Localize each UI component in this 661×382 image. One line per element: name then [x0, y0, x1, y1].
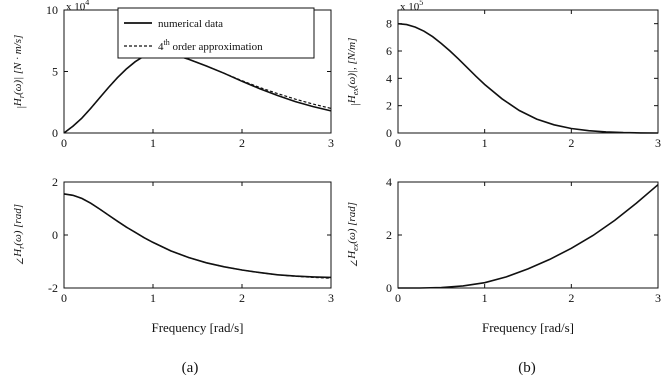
panel-b_bottom: 0 1 2 3 0 2 4 ∠Hex(ω) [rad] Frequency [rad/s] — [346, 175, 661, 335]
y-tick-label: 0 — [386, 281, 392, 295]
y-tick-label: 5 — [52, 65, 58, 79]
x-tick-label: 2 — [239, 291, 245, 305]
axes-box — [63, 181, 332, 289]
caption-b: (b) — [518, 360, 536, 376]
series-line-numerical — [63, 193, 332, 279]
x-tick-label: 1 — [150, 291, 156, 305]
y-axis-label: ∠Hex(ω) [rad] — [346, 202, 361, 268]
axes-box — [397, 181, 659, 289]
x-tick-label: 2 — [568, 291, 574, 305]
legend-box — [117, 7, 315, 59]
axes-box — [397, 9, 659, 134]
x-tick-label: 2 — [568, 136, 574, 150]
y-tick-label: 4 — [386, 175, 392, 189]
y-axis-label: ∠Hr(ω) [rad] — [12, 204, 27, 266]
panel-a_bottom: 0 1 2 3-202∠Hr(ω) [rad]Frequency [rad/s] — [12, 175, 334, 335]
y-tick-label: -2 — [48, 281, 58, 295]
x-tick-label: 1 — [150, 136, 156, 150]
y-axis-label: |Hr(ω)| [N · m/s] — [12, 35, 27, 109]
panel-a_top: 0 1 2 3 0 5 10 x 104 |Hr(ω)| [N · m/s] numerical … — [12, 0, 334, 150]
legend-label: 4th order approximation — [158, 38, 263, 53]
y-tick-label: 2 — [386, 99, 392, 113]
x-tick-label: 0 — [395, 291, 401, 305]
y-tick-label: 4 — [386, 71, 392, 85]
x-tick-label: 1 — [482, 291, 488, 305]
panel-b_top: 0 1 2 3 0 2 4 6 8 x 105 |Hex(ω)|, [N/m] — [346, 0, 661, 150]
axis-multiplier: x 105 — [400, 0, 423, 13]
y-tick-label: 0 — [52, 126, 58, 140]
series-line-numerical — [398, 184, 659, 289]
y-tick-label: 0 — [52, 228, 58, 242]
axis-multiplier: x 104 — [66, 0, 89, 13]
y-axis-label: |Hex(ω)|, [N/m] — [346, 38, 361, 106]
series-line-approximation — [63, 193, 332, 279]
x-tick-label: 3 — [328, 291, 334, 305]
y-tick-label: 8 — [386, 17, 392, 31]
y-tick-label: 2 — [52, 175, 58, 189]
x-tick-label: 1 — [482, 136, 488, 150]
y-tick-label: 0 — [386, 126, 392, 140]
x-tick-label: 0 — [395, 136, 401, 150]
x-tick-label: 3 — [328, 136, 334, 150]
series-line-approximation — [63, 51, 332, 134]
y-tick-label: 2 — [386, 228, 392, 242]
x-tick-label: 3 — [655, 291, 661, 305]
x-axis-label: Frequency [rad/s] — [482, 320, 574, 335]
x-axis-label: Frequency [rad/s] — [151, 320, 243, 335]
legend-label: numerical data — [158, 18, 223, 30]
x-tick-label: 2 — [239, 136, 245, 150]
legend: numerical data 4th order approximation — [117, 7, 315, 59]
caption-a: (a) — [182, 360, 199, 376]
y-tick-label: 6 — [386, 44, 392, 58]
x-tick-label: 0 — [61, 291, 67, 305]
y-tick-label: 10 — [46, 3, 58, 17]
x-tick-label: 3 — [655, 136, 661, 150]
series-line-numerical — [397, 22, 659, 134]
x-tick-label: 0 — [61, 136, 67, 150]
